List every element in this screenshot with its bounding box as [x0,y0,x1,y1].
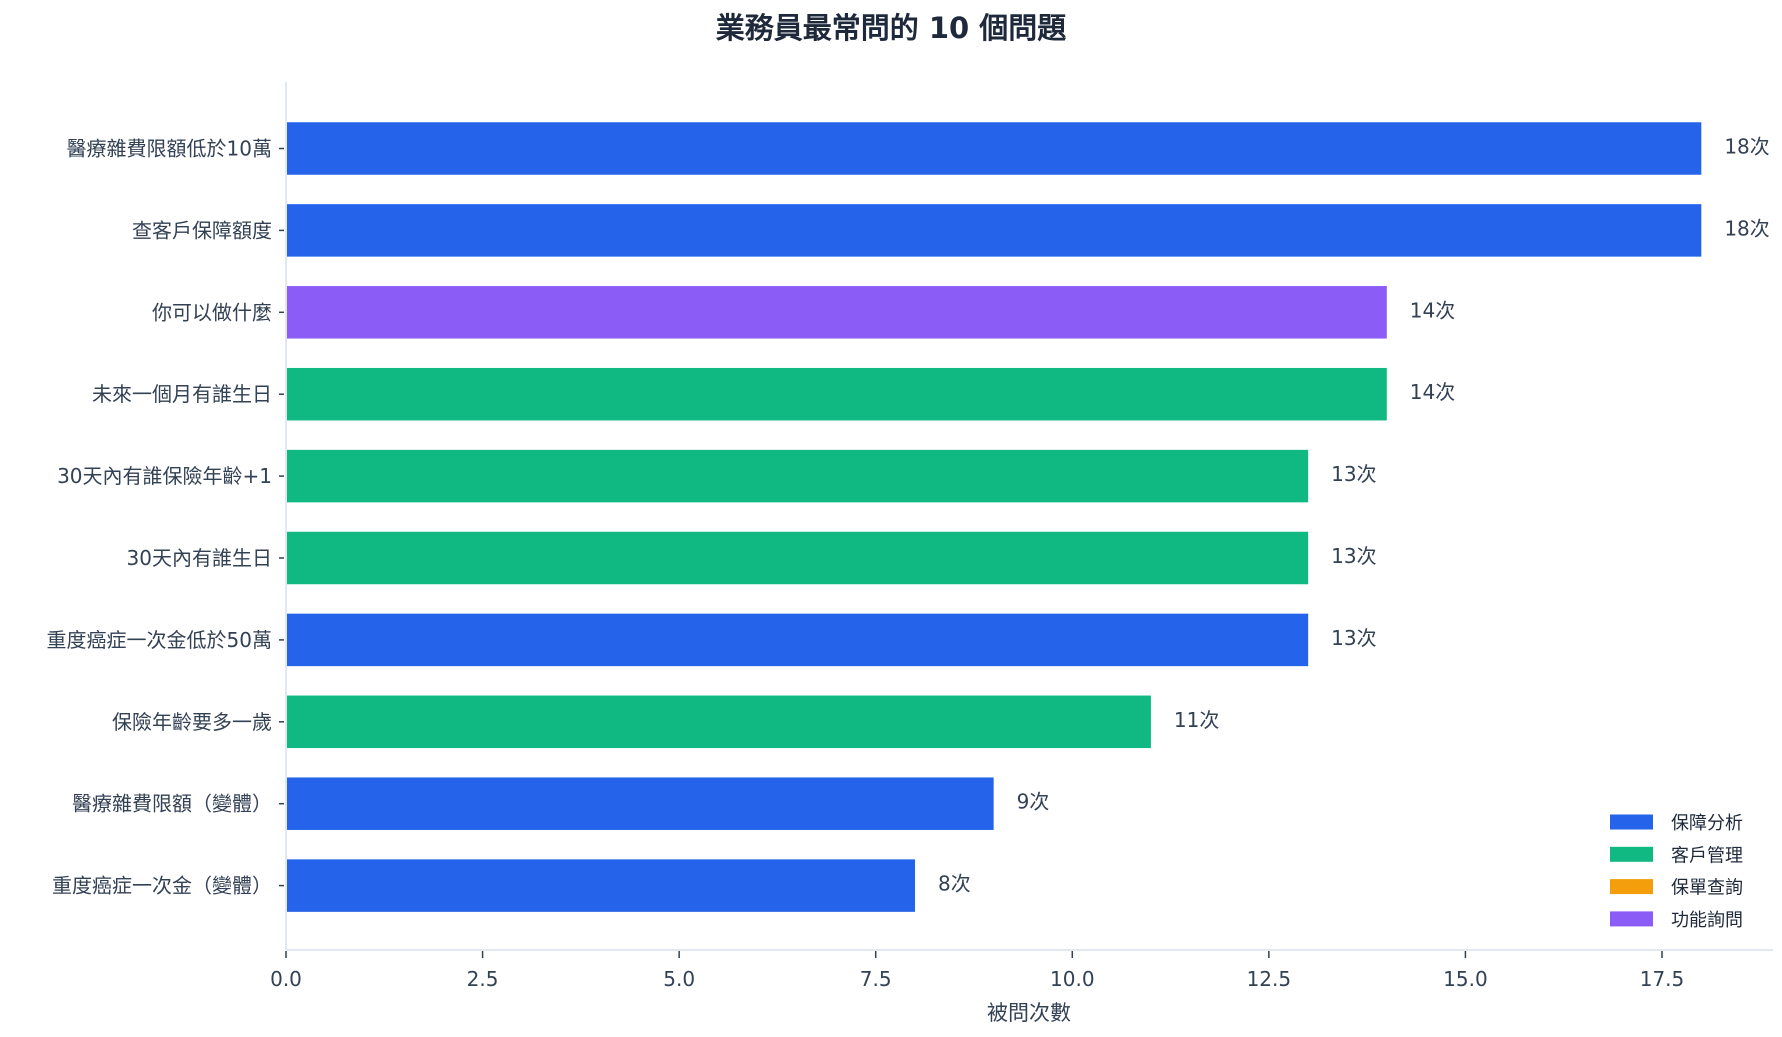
x-tick-label: 2.5 [467,967,499,991]
x-tick-label: 12.5 [1247,967,1292,991]
y-tick-label: 未來一個月有誰生日 [92,382,272,406]
bar [287,204,1702,257]
x-tick-label: 10.0 [1050,967,1095,991]
bar [287,367,1387,421]
x-axis-label: 被問次數 [987,1001,1071,1025]
bar [287,122,1702,175]
data-label: 8次 [938,872,971,896]
data-label: 14次 [1410,380,1455,404]
y-tick-label: 保險年齡要多一歲 [112,710,272,734]
data-label: 13次 [1331,462,1376,486]
x-tick-label: 0.0 [270,967,302,991]
y-tick-label: 重度癌症一次金低於50萬 [47,628,272,652]
data-label: 13次 [1331,544,1376,568]
y-tick-label: 你可以做什麼 [152,300,272,324]
legend-label: 客戶管理 [1671,845,1743,866]
y-tick-label: 醫療雜費限額（變體） [72,792,272,816]
x-tick-label: 15.0 [1443,967,1488,991]
x-tick-label: 7.5 [860,967,892,991]
data-label: 18次 [1724,135,1769,159]
bar [287,449,1309,503]
x-tick-label: 5.0 [663,967,695,991]
legend-label: 保單查詢 [1671,878,1743,899]
data-label: 11次 [1174,708,1219,732]
y-tick-label: 醫療雜費限額低於10萬 [67,137,272,161]
bar [287,286,1387,339]
bar [287,777,994,830]
bar [287,531,1309,585]
legend-label: 保障分析 [1671,813,1743,834]
legend-swatch [1610,911,1653,927]
chart-title: 業務員最常問的 10 個問題 [716,11,1068,45]
legend-swatch [1610,846,1653,862]
y-tick-label: 30天內有誰生日 [127,546,272,570]
bar [287,613,1309,667]
data-label: 9次 [1017,790,1050,814]
legend-label: 功能詢問 [1671,910,1743,931]
legend-swatch [1610,879,1653,895]
bar [287,695,1151,749]
x-tick-label: 17.5 [1640,967,1685,991]
legend-swatch [1610,814,1653,830]
data-label: 13次 [1331,626,1376,650]
y-tick-label: 30天內有誰保險年齡+1 [57,464,272,488]
data-label: 14次 [1410,298,1455,322]
x-ticks-group: 0.0 2.5 5.0 7.5 10.0 12.5 15.0 17.5 [270,951,1684,991]
data-label: 18次 [1724,216,1769,240]
bar [287,859,916,912]
y-tick-label: 重度癌症一次金（變體） [52,874,272,898]
y-tick-label: 查客戶保障額度 [132,218,272,242]
